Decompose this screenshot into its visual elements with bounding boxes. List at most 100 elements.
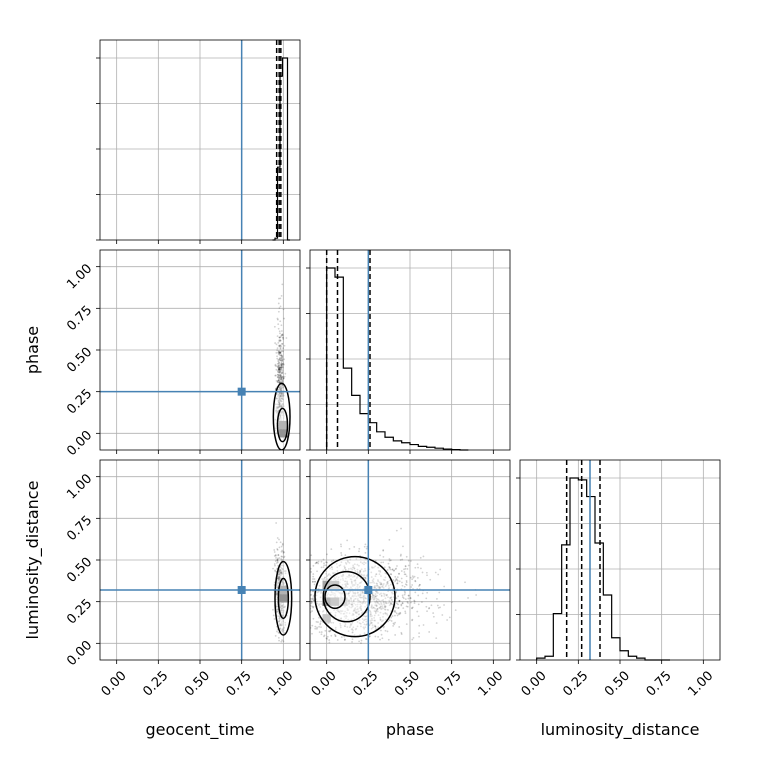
scatter-point xyxy=(317,562,320,565)
scatter-point xyxy=(278,362,281,364)
scatter-point xyxy=(356,612,359,614)
scatter-point xyxy=(321,610,324,613)
scatter-point xyxy=(280,605,283,608)
scatter-point xyxy=(284,621,287,624)
x-tick-label: 0.50 xyxy=(602,668,633,699)
scatter-point xyxy=(280,392,283,395)
scatter-point xyxy=(335,575,338,578)
scatter-point xyxy=(361,611,364,613)
scatter-point xyxy=(393,623,396,626)
scatter-point xyxy=(352,576,354,578)
scatter-point xyxy=(374,625,377,628)
scatter-point xyxy=(414,580,417,583)
scatter-point xyxy=(310,554,313,557)
scatter-point xyxy=(312,597,315,600)
scatter-point xyxy=(281,369,284,372)
scatter-point xyxy=(278,404,281,407)
scatter-point xyxy=(384,572,387,575)
scatter-point xyxy=(343,635,346,638)
scatter-point xyxy=(373,598,376,601)
scatter-point xyxy=(277,577,280,580)
scatter-point xyxy=(329,629,332,632)
scatter-point xyxy=(359,596,362,599)
scatter-point xyxy=(275,365,278,368)
scatter-point xyxy=(318,603,321,606)
scatter-point xyxy=(371,567,374,569)
scatter-point xyxy=(413,600,416,603)
scatter-point xyxy=(282,336,284,339)
scatter-point xyxy=(307,596,309,598)
scatter-point xyxy=(375,600,378,603)
scatter-point xyxy=(376,601,379,604)
scatter-point xyxy=(432,615,435,618)
scatter-point xyxy=(280,385,282,388)
scatter-point xyxy=(314,562,317,565)
scatter-point xyxy=(301,586,303,588)
scatter-point xyxy=(301,624,303,626)
scatter-point xyxy=(379,554,381,557)
scatter-point xyxy=(310,600,312,603)
scatter-point xyxy=(359,592,362,595)
scatter-point xyxy=(386,602,388,605)
scatter-point xyxy=(411,575,414,578)
scatter-point xyxy=(283,551,286,554)
scatter-point xyxy=(354,579,357,581)
scatter-point xyxy=(280,400,283,403)
scatter-point xyxy=(386,569,389,571)
scatter-point xyxy=(279,574,282,577)
scatter-point xyxy=(380,629,382,632)
scatter-point xyxy=(276,397,278,400)
scatter-point xyxy=(278,386,281,389)
scatter-point xyxy=(383,595,386,597)
scatter-point xyxy=(407,594,410,597)
scatter-point xyxy=(391,587,394,590)
scatter-point xyxy=(354,587,357,590)
scatter-point xyxy=(282,579,285,582)
scatter-point xyxy=(281,343,283,345)
scatter-point xyxy=(354,597,356,600)
scatter-point xyxy=(279,357,282,360)
scatter-point xyxy=(411,584,414,586)
scatter-point xyxy=(279,368,282,371)
scatter-point xyxy=(336,608,339,611)
scatter-point xyxy=(365,623,368,626)
scatter-point xyxy=(281,398,284,401)
scatter-point xyxy=(380,583,383,586)
scatter-point xyxy=(275,592,278,595)
scatter-point xyxy=(279,305,282,308)
scatter-point xyxy=(277,636,280,639)
scatter-point xyxy=(370,613,372,615)
scatter-point xyxy=(380,592,382,595)
scatter-point xyxy=(363,594,366,597)
scatter-point xyxy=(278,577,281,580)
scatter-point xyxy=(382,555,385,558)
scatter-point xyxy=(276,407,279,410)
scatter-point xyxy=(282,581,285,584)
scatter-point xyxy=(276,411,279,414)
scatter-point xyxy=(385,594,388,596)
scatter-point xyxy=(390,598,393,601)
scatter-point xyxy=(335,562,338,565)
scatter-point xyxy=(279,624,281,627)
scatter-point xyxy=(353,634,356,636)
scatter-point xyxy=(277,362,280,365)
scatter-point xyxy=(439,568,442,571)
scatter-point xyxy=(338,610,341,613)
scatter-point xyxy=(373,610,376,612)
scatter-point xyxy=(282,575,285,578)
scatter-point xyxy=(371,579,374,582)
scatter-point xyxy=(345,614,347,617)
scatter-point xyxy=(400,633,403,635)
scatter-point xyxy=(391,568,394,571)
scatter-point xyxy=(374,593,377,595)
scatter-point xyxy=(276,610,279,613)
scatter-point xyxy=(279,413,282,416)
scatter-point xyxy=(275,541,278,544)
scatter-point xyxy=(320,590,323,593)
scatter-point xyxy=(312,617,315,620)
scatter-point xyxy=(326,578,329,581)
scatter-point xyxy=(332,593,335,596)
scatter-point xyxy=(348,574,351,577)
scatter-point xyxy=(362,601,365,604)
scatter-point xyxy=(319,590,322,593)
